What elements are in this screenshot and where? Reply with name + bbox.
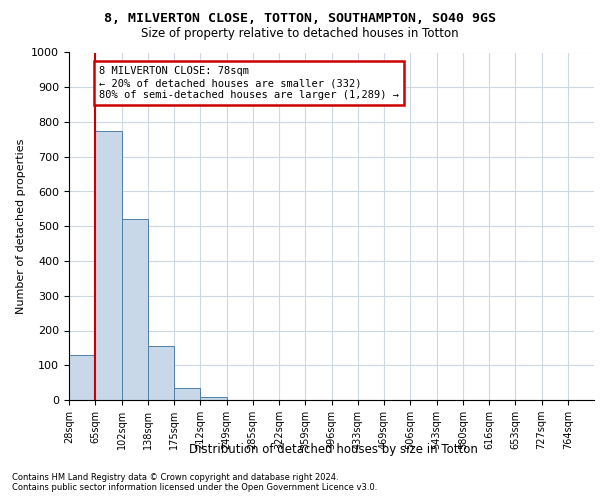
Bar: [69, 355, 95, 400]
Bar: [174, 388, 200, 400]
Bar: [95, 130, 121, 400]
Text: Distribution of detached houses by size in Totton: Distribution of detached houses by size …: [188, 442, 478, 456]
Bar: [200, 396, 227, 400]
Text: 8, MILVERTON CLOSE, TOTTON, SOUTHAMPTON, SO40 9GS: 8, MILVERTON CLOSE, TOTTON, SOUTHAMPTON,…: [104, 12, 496, 26]
Bar: [148, 346, 174, 400]
Text: Size of property relative to detached houses in Totton: Size of property relative to detached ho…: [141, 28, 459, 40]
Text: Contains public sector information licensed under the Open Government Licence v3: Contains public sector information licen…: [12, 484, 377, 492]
Text: Contains HM Land Registry data © Crown copyright and database right 2024.: Contains HM Land Registry data © Crown c…: [12, 472, 338, 482]
Text: 8 MILVERTON CLOSE: 78sqm
← 20% of detached houses are smaller (332)
80% of semi-: 8 MILVERTON CLOSE: 78sqm ← 20% of detach…: [99, 66, 399, 100]
Y-axis label: Number of detached properties: Number of detached properties: [16, 138, 26, 314]
Bar: [121, 220, 148, 400]
